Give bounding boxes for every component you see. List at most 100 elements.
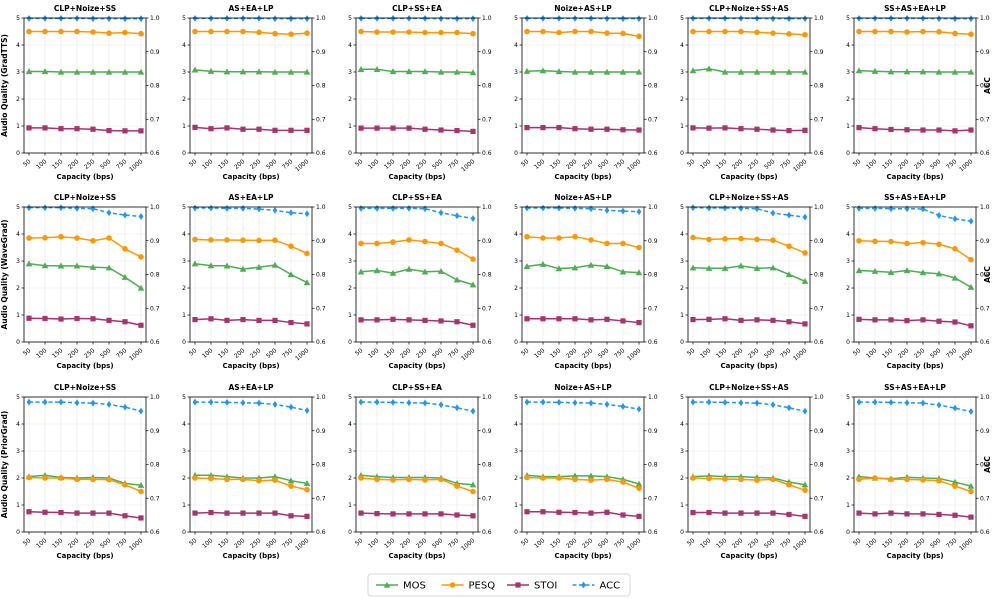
left-tick-label: 1 — [846, 312, 850, 319]
pesq-point — [106, 235, 112, 241]
mos-point — [539, 260, 547, 267]
pesq-point — [856, 476, 862, 483]
pesq-point — [872, 28, 878, 35]
mos-point — [287, 477, 295, 484]
right-tick-label: 1.0 — [980, 394, 990, 401]
stoi-point — [968, 127, 974, 133]
right-tick-label: 0.8 — [482, 462, 492, 469]
acc-point — [470, 407, 476, 415]
stoi-point — [358, 125, 364, 131]
mos-point — [871, 267, 879, 274]
x-tick-label: 50 — [686, 537, 696, 547]
x-axis-label: Capacity (bps) — [720, 362, 777, 370]
x-tick-label: 50 — [520, 537, 530, 547]
stoi-point — [454, 127, 460, 134]
stoi-point — [454, 319, 460, 325]
acc-point — [572, 399, 578, 407]
left-tick-label: 5 — [846, 394, 850, 401]
acc-series-line — [361, 207, 474, 220]
mos-point — [137, 481, 145, 488]
mos-point — [785, 271, 793, 278]
right-tick-label: 0.7 — [648, 495, 658, 502]
mos-point — [405, 265, 413, 272]
mos-series-line — [858, 69, 971, 73]
legend-label-mos: MOS — [403, 581, 426, 592]
pesq-point — [454, 483, 460, 489]
acc-series-line — [195, 401, 308, 412]
acc-point — [770, 401, 776, 409]
stoi-point — [706, 125, 712, 131]
subplot-panel: SS+AS+EA+LP 0 1 2 3 4 5 0.6 0.7 0.8 0.9 1.0 50 100 150… — [846, 383, 990, 560]
acc-point — [74, 399, 80, 407]
subplot-panel: CLP+Noize+SS 0 1 2 3 4 5 0.6 0.7 0.8 0.9 1.0 50 100 15… — [16, 193, 160, 370]
stoi-point — [604, 316, 610, 322]
stoi-point — [224, 317, 230, 323]
x-tick-label: 500 — [99, 158, 112, 171]
row-ylabel: Audio Quality (PriorGrad) — [0, 411, 9, 519]
pesq-point — [754, 29, 760, 36]
mos-point — [951, 68, 959, 75]
acc-point — [90, 205, 96, 213]
panel-title: Noize+AS+LP — [554, 383, 612, 392]
stoi-point — [192, 510, 198, 516]
pesq-point — [138, 254, 144, 260]
pesq-point — [770, 30, 776, 36]
stoi-point — [288, 513, 294, 519]
mos-series-line — [194, 262, 308, 284]
x-tick-label: 250 — [747, 347, 760, 360]
x-tick-label: 200 — [399, 537, 412, 550]
mos-point — [935, 68, 943, 75]
pesq-point — [454, 29, 460, 36]
stoi-point — [904, 127, 910, 133]
row-ylabel: Audio Quality (GradTTS) — [0, 34, 9, 137]
mos-point — [587, 68, 595, 75]
mos-point — [89, 263, 97, 270]
acc-point — [690, 398, 696, 406]
mos-series-line — [28, 474, 142, 487]
x-tick-label: 150 — [715, 158, 728, 171]
acc-point — [802, 407, 808, 415]
acc-point — [358, 398, 364, 406]
stoi-point — [26, 509, 32, 515]
right-tick-label: 0.9 — [482, 49, 492, 56]
panel-title: SS+AS+EA+LP — [884, 193, 946, 202]
left-tick-label: 1 — [16, 502, 20, 509]
right-tick-label: 0.8 — [482, 272, 492, 279]
mos-point — [721, 68, 729, 75]
acc-point — [406, 399, 412, 407]
acc-point — [390, 399, 396, 406]
x-tick-label: 750 — [613, 537, 626, 550]
pesq-point — [588, 237, 594, 243]
pesq-point — [208, 475, 214, 482]
acc-point — [540, 398, 546, 406]
left-tick-label: 3 — [514, 69, 518, 76]
x-axis-label: Capacity (bps) — [388, 362, 445, 370]
x-axis-label: Capacity (bps) — [720, 552, 777, 560]
pesq-point — [90, 29, 96, 35]
mos-point — [469, 69, 477, 76]
pesq-point — [90, 476, 96, 483]
subplot-panel: AS+EA+LP 0 1 2 3 4 5 0.6 0.7 0.8 0.9 1.0 50 100 150 200… — [182, 4, 326, 181]
pesq-point — [872, 475, 878, 481]
pesq-point — [304, 30, 310, 36]
right-tick-label: 0.8 — [150, 83, 160, 90]
stoi-point — [74, 510, 80, 516]
right-tick-label: 0.9 — [482, 238, 492, 245]
panel-title: Noize+AS+LP — [554, 4, 612, 13]
left-tick-label: 1 — [846, 502, 850, 509]
x-tick-label: 50 — [520, 347, 530, 357]
right-tick-label: 0.7 — [150, 305, 160, 312]
stoi-point — [540, 509, 546, 515]
left-tick-label: 0 — [514, 150, 518, 157]
stoi-point — [620, 318, 626, 324]
right-tick-label: 0.7 — [316, 305, 326, 312]
acc-point — [904, 205, 910, 213]
pesq-point — [256, 237, 262, 244]
stoi-point — [192, 316, 198, 323]
x-tick-label: 500 — [929, 158, 942, 171]
pesq-point — [572, 28, 578, 35]
pesq-point — [288, 31, 294, 37]
stoi-point — [754, 126, 760, 132]
left-tick-label: 4 — [846, 42, 850, 49]
right-tick-label: 1.0 — [316, 15, 326, 22]
